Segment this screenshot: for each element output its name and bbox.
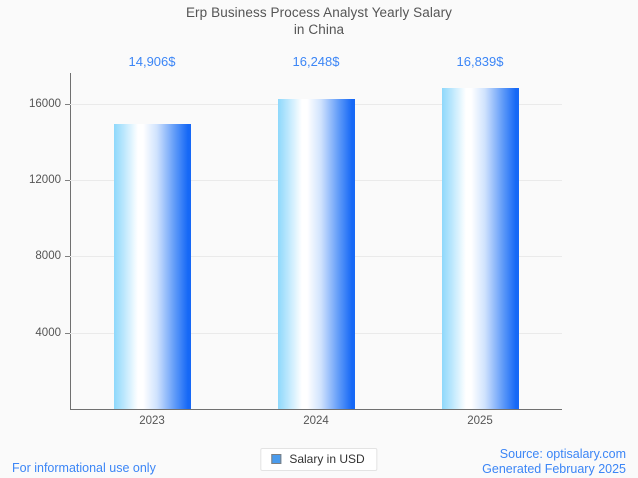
y-tick-label-0: 4000 <box>35 326 61 339</box>
source-text: Source: optisalary.com <box>499 447 626 461</box>
x-axis-line <box>70 409 562 410</box>
bar-2024[interactable] <box>277 98 355 409</box>
y-tick-mark-0 <box>65 332 70 334</box>
page-title: Erp Business Process Analyst Yearly Sala… <box>0 4 638 38</box>
y-tick-label-3: 16000 <box>29 97 61 110</box>
x-tick-label-2024: 2024 <box>303 415 329 427</box>
chart-title-line-2: in China <box>293 22 345 37</box>
y-tick-label-2: 12000 <box>29 173 61 186</box>
y-tick-mark-2 <box>65 179 70 181</box>
x-tick-label-2025: 2025 <box>467 415 493 427</box>
chart-title-line-1: Erp Business Process Analyst Yearly Sala… <box>185 5 453 20</box>
y-tick-mark-3 <box>65 103 70 105</box>
bar-2025[interactable] <box>441 87 519 409</box>
x-tick-label-2023: 2023 <box>139 415 165 427</box>
legend-swatch-icon <box>271 454 282 464</box>
bar-value-label-2023: 14,906$ <box>128 54 176 69</box>
chart-legend[interactable]: Salary in USD <box>260 448 378 471</box>
y-tick-mark-1 <box>65 256 70 258</box>
y-axis-line <box>70 73 71 410</box>
generated-text: Generated February 2025 <box>482 462 626 476</box>
bar-value-label-2024: 16,248$ <box>292 54 340 69</box>
plot-area: 4000 8000 12000 16000 <box>29 73 562 409</box>
legend-item-label: Salary in USD <box>289 452 365 466</box>
disclaimer-text: For informational use only <box>12 461 156 475</box>
y-tick-label-1: 8000 <box>35 250 61 263</box>
bar-value-label-2025: 16,839$ <box>456 54 504 69</box>
bar-2023[interactable] <box>113 124 191 409</box>
source-block: Source: optisalary.com Generated Februar… <box>482 447 626 477</box>
